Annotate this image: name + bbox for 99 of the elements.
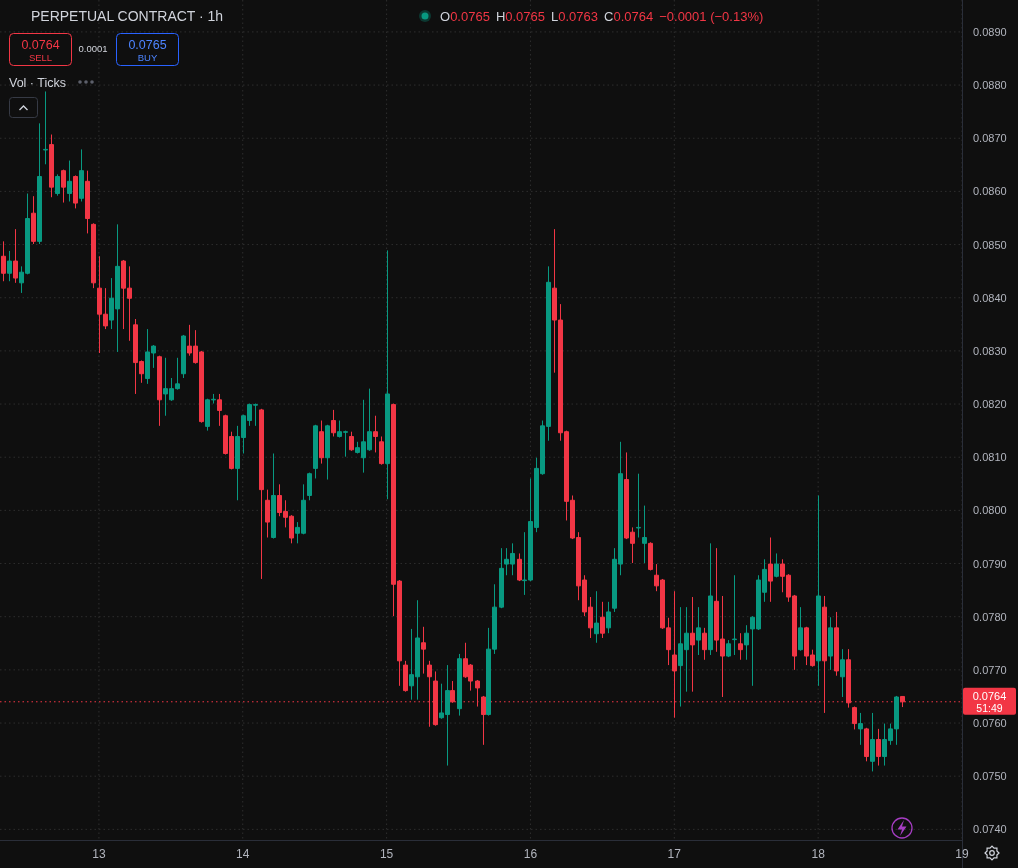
annotation: 0.0001: [78, 43, 108, 54]
candlestick: [696, 606, 701, 656]
y-tick-label: 0.0820: [973, 398, 1007, 411]
candlestick: [379, 435, 384, 466]
candlestick: [67, 160, 72, 202]
candlestick: [870, 712, 875, 772]
x-tick-label: 14: [236, 847, 250, 861]
candlestick: [822, 595, 827, 714]
y-tick-label: 0.0740: [973, 823, 1007, 836]
candlestick: [858, 712, 863, 746]
annotation: 0.0764: [21, 38, 60, 52]
y-tick-label: 0.0780: [973, 610, 1007, 623]
annotation: H0.0765: [495, 9, 546, 24]
candlestick: [876, 728, 881, 767]
candlestick: [636, 473, 641, 538]
candlestick: [217, 393, 222, 427]
y-tick-label: 0.0830: [973, 344, 1007, 357]
candlestick: [738, 632, 743, 661]
candlestick: [43, 90, 48, 165]
candlestick: [708, 542, 713, 656]
ref-line-label: 0.0764: [972, 689, 1007, 702]
y-tick-label: 0.0880: [973, 79, 1007, 92]
y-tick-label: 0.0860: [973, 185, 1007, 198]
candlestick: [265, 489, 270, 538]
candlestick: [319, 420, 324, 465]
candlestick: [403, 660, 408, 693]
y-tick-label: 0.0770: [973, 663, 1007, 676]
annotation: BUY: [137, 52, 158, 63]
annotation: −0.0001 (−0.13%): [659, 9, 764, 24]
candlestick: [642, 505, 647, 564]
candlestick: [331, 409, 336, 437]
x-tick-label: 19: [955, 847, 969, 861]
annotation: C0.0764: [604, 9, 654, 24]
candlestick: [768, 536, 773, 603]
y-tick-label: 0.0870: [973, 132, 1007, 145]
candlestick: [61, 169, 66, 204]
annotation: 0.0765: [128, 38, 167, 52]
annotation: SELL: [28, 52, 53, 63]
y-tick-label: 0.0760: [973, 717, 1007, 730]
candlestick: [828, 616, 833, 671]
candlestick: [37, 122, 42, 245]
candlestick: [864, 727, 869, 762]
candlestick: [73, 174, 78, 209]
candlestick: [325, 424, 330, 481]
annotation: O0.0765: [440, 9, 490, 24]
text: PERPETUAL CONTRACT · 1h: [31, 8, 224, 24]
candlestick: [840, 648, 845, 698]
candlestick: [517, 552, 522, 582]
candlestick: [606, 601, 611, 634]
candlestick: [1, 240, 6, 282]
candlestick: [648, 541, 653, 571]
candlestick: [600, 601, 605, 639]
candlestick: [702, 627, 707, 661]
candlestick: [594, 590, 599, 644]
candlestick: [271, 452, 276, 540]
candlestick: [349, 431, 354, 452]
candlestick: [373, 415, 378, 453]
candlestick: [259, 408, 264, 580]
candlestick: [834, 611, 839, 677]
candlestick: [499, 547, 504, 609]
candlestick: [457, 653, 462, 717]
candlestick: [852, 706, 857, 730]
x-tick-label: 16: [523, 847, 538, 861]
candlestick: [49, 134, 54, 198]
y-tick-label: 0.0840: [973, 291, 1007, 304]
candlestick: [798, 606, 803, 652]
candlestick: [79, 148, 84, 202]
y-tick-label: 0.0890: [973, 25, 1007, 38]
y-tick-label: 0.0850: [973, 238, 1007, 251]
y-tick-label: 0.0750: [973, 770, 1007, 783]
y-tick-label: 0.0800: [973, 504, 1007, 517]
candlestick: [690, 596, 695, 693]
x-tick-label: 17: [667, 847, 682, 861]
candlestick: [181, 334, 186, 379]
candlestick: [157, 355, 162, 427]
candlestick: [816, 494, 821, 687]
candlestick: [31, 195, 36, 245]
candlestick: [726, 639, 731, 658]
candlestick: [307, 472, 312, 501]
candlestick: [774, 552, 779, 578]
y-tick-label: 0.0790: [973, 557, 1007, 570]
candlestick: [13, 228, 18, 284]
x-tick-label: 15: [379, 847, 394, 861]
candlestick: [313, 424, 318, 479]
candlestick: [85, 170, 90, 234]
candlestick: [421, 626, 426, 675]
y-tick-label: 0.0810: [973, 451, 1007, 464]
candlestick: [732, 574, 737, 656]
x-tick-label: 18: [811, 847, 826, 861]
candlestick: [385, 249, 390, 500]
text: 51:49: [976, 701, 1003, 714]
annotation: Vol · Ticks: [9, 76, 66, 90]
annotation: L0.0763: [551, 9, 599, 24]
x-tick-label: 13: [92, 847, 106, 861]
candlestick: [91, 222, 96, 289]
candlestick: [744, 624, 749, 661]
candlestick: [481, 695, 486, 746]
candlestick: [7, 250, 12, 282]
candlestick: [55, 173, 60, 197]
